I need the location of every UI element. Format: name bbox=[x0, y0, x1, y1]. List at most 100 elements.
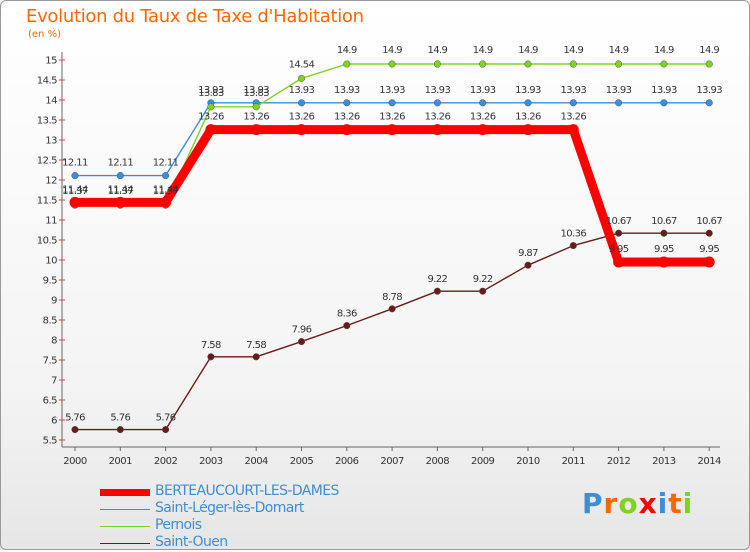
data-label: 9.22 bbox=[427, 274, 447, 285]
y-tick-label: 15 bbox=[45, 56, 57, 67]
x-tick-label: 2005 bbox=[290, 456, 314, 467]
logo-letter: t bbox=[668, 487, 683, 520]
data-point bbox=[388, 305, 396, 313]
y-tick-label: 8 bbox=[51, 336, 57, 347]
data-point bbox=[252, 103, 260, 111]
chart-axes: 5.566.577.588.599.51010.51111.51212.5131… bbox=[37, 52, 722, 467]
x-tick-label: 2013 bbox=[652, 456, 676, 467]
legend-label-saint-ouen: Saint-Ouen bbox=[155, 534, 228, 550]
data-point bbox=[343, 322, 351, 330]
data-label: 9.87 bbox=[518, 248, 538, 259]
data-label: 12.11 bbox=[62, 158, 88, 169]
data-label: 13.26 bbox=[470, 112, 496, 123]
data-label: 13.93 bbox=[425, 85, 451, 96]
y-tick-label: 10.5 bbox=[37, 236, 57, 247]
data-label: 13.93 bbox=[696, 85, 722, 96]
data-point bbox=[615, 229, 623, 237]
y-tick-label: 14.5 bbox=[37, 76, 57, 87]
data-point bbox=[388, 99, 396, 107]
data-label: 8.36 bbox=[337, 309, 357, 320]
x-tick-label: 2003 bbox=[199, 456, 223, 467]
data-label: 7.58 bbox=[201, 340, 221, 351]
data-point bbox=[207, 353, 215, 361]
proxiti-logo: Proxiti bbox=[582, 487, 693, 520]
x-tick-label: 2012 bbox=[607, 456, 631, 467]
data-label: 13.26 bbox=[425, 112, 451, 123]
data-point bbox=[433, 60, 441, 68]
data-label: 13.83 bbox=[198, 88, 224, 99]
data-label: 10.67 bbox=[651, 216, 677, 227]
x-tick-label: 2011 bbox=[562, 456, 586, 467]
y-tick-label: 13.5 bbox=[37, 116, 57, 127]
data-label: 8.78 bbox=[382, 292, 402, 303]
data-label: 13.93 bbox=[560, 85, 586, 96]
data-label: 13.26 bbox=[379, 112, 405, 123]
data-point bbox=[252, 353, 260, 361]
data-label: 11.37 bbox=[62, 186, 88, 197]
data-label: 13.93 bbox=[470, 85, 496, 96]
x-tick-label: 2002 bbox=[154, 456, 178, 467]
data-point bbox=[615, 60, 623, 68]
data-label: 14.9 bbox=[382, 45, 402, 56]
data-label: 5.76 bbox=[65, 413, 85, 424]
data-point bbox=[479, 287, 487, 295]
data-point bbox=[297, 99, 306, 107]
chart-title: Evolution du Taux de Taxe d'Habitation bbox=[26, 6, 364, 27]
y-tick-label: 7.5 bbox=[43, 356, 58, 367]
logo-letter: x bbox=[638, 487, 658, 520]
data-label: 14.9 bbox=[654, 45, 674, 56]
data-point bbox=[569, 60, 577, 68]
data-label: 7.58 bbox=[246, 340, 266, 351]
y-tick-label: 6 bbox=[51, 416, 57, 427]
x-tick-label: 2004 bbox=[244, 456, 268, 467]
legend-swatch-berteaucourt bbox=[100, 489, 150, 496]
x-tick-label: 2000 bbox=[63, 456, 87, 467]
data-label: 14.9 bbox=[427, 45, 447, 56]
data-label: 7.96 bbox=[292, 325, 312, 336]
data-point bbox=[297, 74, 306, 82]
line-chart: 5.566.577.588.599.51010.51111.51212.5131… bbox=[37, 45, 723, 467]
data-label: 11.44 bbox=[153, 184, 179, 195]
y-tick-label: 9 bbox=[51, 296, 57, 307]
logo-letter: r bbox=[603, 487, 619, 520]
data-point bbox=[296, 124, 307, 136]
data-label: 12.11 bbox=[107, 158, 133, 169]
data-point bbox=[207, 103, 215, 111]
data-point bbox=[660, 229, 668, 237]
legend-swatch-pernois bbox=[100, 526, 150, 527]
legend-label-pernois: Pernois bbox=[155, 517, 202, 533]
y-tick-label: 5.5 bbox=[43, 436, 58, 447]
y-axis-unit-label: (en %) bbox=[28, 29, 61, 40]
data-label: 11.37 bbox=[153, 186, 179, 197]
x-tick-label: 2007 bbox=[380, 456, 404, 467]
y-tick-label: 9.5 bbox=[43, 276, 58, 287]
data-label: 13.93 bbox=[334, 85, 360, 96]
data-label: 13.93 bbox=[606, 85, 632, 96]
y-tick-label: 12.5 bbox=[37, 156, 57, 167]
data-label: 11.37 bbox=[107, 186, 133, 197]
data-point bbox=[433, 99, 441, 107]
data-label: 10.67 bbox=[606, 216, 632, 227]
data-point bbox=[660, 60, 668, 68]
data-label: 13.83 bbox=[243, 88, 269, 99]
x-tick-label: 2001 bbox=[109, 456, 133, 467]
data-point bbox=[703, 256, 715, 268]
data-label: 14.9 bbox=[337, 45, 357, 56]
data-point bbox=[613, 256, 625, 268]
data-label: 9.95 bbox=[654, 244, 674, 255]
data-label: 13.93 bbox=[379, 85, 405, 96]
data-point bbox=[386, 124, 398, 136]
y-tick-label: 11.5 bbox=[37, 196, 57, 207]
data-point bbox=[660, 99, 668, 107]
series-layer bbox=[69, 60, 715, 434]
data-label: 9.22 bbox=[473, 274, 493, 285]
data-point bbox=[162, 172, 170, 180]
data-label: 13.26 bbox=[198, 112, 224, 123]
data-point bbox=[705, 99, 713, 107]
legend-label-berteaucourt: BERTEAUCOURT-LES-DAMES bbox=[155, 483, 339, 499]
data-point bbox=[388, 60, 396, 68]
data-label: 14.9 bbox=[563, 45, 583, 56]
data-point bbox=[160, 196, 172, 208]
data-label: 14.9 bbox=[518, 45, 538, 56]
data-point bbox=[479, 60, 487, 68]
